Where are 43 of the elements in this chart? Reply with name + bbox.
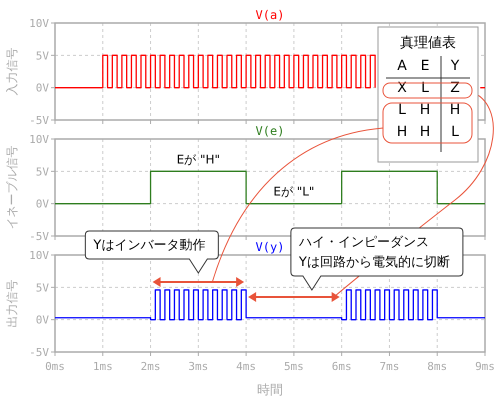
x-tick-label: 5ms xyxy=(284,360,304,373)
annotation: Eが "L" xyxy=(273,184,314,199)
y-tick-label: 0V xyxy=(36,314,50,327)
y-tick-label: 5V xyxy=(36,49,50,62)
y-tick-label: -5V xyxy=(29,114,50,127)
y-tick-label: 0V xyxy=(36,82,50,95)
annotation: E xyxy=(420,58,430,74)
y-axis-title: 出力信号 xyxy=(5,280,19,328)
text: 真理値表 xyxy=(400,35,456,51)
y-axis-title: 入力信号 xyxy=(5,48,19,96)
y-tick-label: -5V xyxy=(29,346,50,359)
annotation: Eが "H" xyxy=(176,152,220,166)
annotation: H xyxy=(420,102,430,118)
x-tick-label: 1ms xyxy=(92,360,113,373)
annotation: H xyxy=(450,102,460,118)
annotation: H xyxy=(420,124,430,140)
x-tick-label: 0ms xyxy=(45,360,65,373)
x-tick-label: 9ms xyxy=(475,360,495,373)
y-tick-label: 0V xyxy=(36,198,50,211)
annotation: A xyxy=(397,58,408,74)
y-tick-label: -5V xyxy=(29,230,50,243)
text: Yはインバータ動作 xyxy=(92,238,206,253)
x-axis-title: 時間 xyxy=(257,383,283,398)
annotation: H xyxy=(396,124,408,140)
chart-title: V(y) xyxy=(256,240,284,254)
x-tick-label: 3ms xyxy=(188,360,208,373)
chart-title: V(e) xyxy=(256,124,284,138)
y-tick-label: 10V xyxy=(29,249,50,262)
annotation: Y xyxy=(450,58,460,74)
y-axis-title: イネーブル信号 xyxy=(5,146,19,230)
y-tick-label: 5V xyxy=(36,165,50,178)
annotation: L xyxy=(398,102,406,118)
y-tick-label: 5V xyxy=(36,281,50,294)
x-tick-label: 2ms xyxy=(140,360,160,373)
x-tick-label: 8ms xyxy=(427,360,448,373)
x-tick-label: 7ms xyxy=(380,360,400,373)
x-tick-label: 6ms xyxy=(332,360,352,373)
y-tick-label: 10V xyxy=(29,133,50,146)
annotation: L xyxy=(451,124,460,140)
y-tick-label: 10V xyxy=(29,17,50,30)
annotation: ハイ・インピーダンス Yは回路から電気的に切断 xyxy=(298,235,450,270)
x-tick-label: 4ms xyxy=(236,360,256,373)
chart-title: V(a) xyxy=(256,8,284,22)
